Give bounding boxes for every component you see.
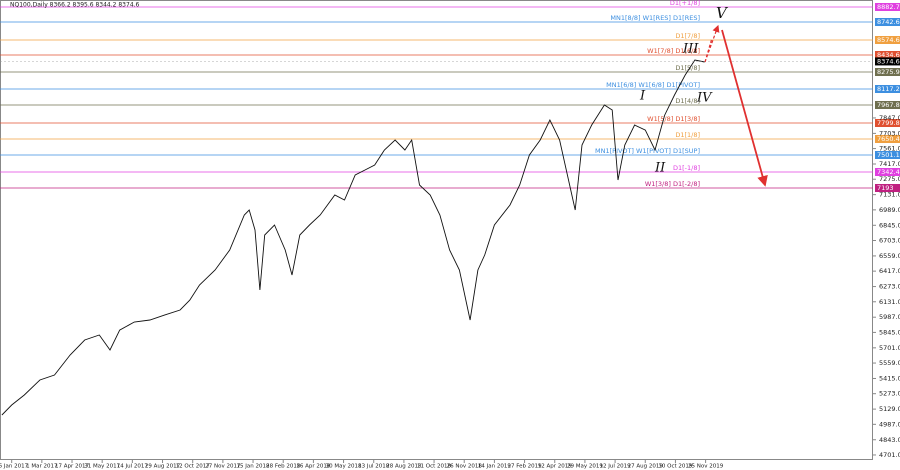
projection-arrow [721, 29, 768, 187]
price-box [875, 67, 900, 76]
x-tick-label: 27 Feb 2019 [507, 464, 542, 470]
x-tick-label: 11 Oct 2018 [417, 464, 452, 470]
x-tick-label: 12 Oct 2017 [176, 464, 211, 470]
x-tick-label: 16 Jan 2017 [0, 464, 29, 470]
price-box-label: 7799.8 [877, 119, 900, 127]
x-tick-label: 10 Oct 2019 [658, 464, 693, 470]
price-box [875, 119, 900, 128]
level-label: MN1[8/8] W1[RES] D1[RES] [610, 14, 700, 22]
price-box [875, 18, 900, 27]
price-box [875, 50, 900, 59]
y-tick-label: 6703.0 [879, 236, 900, 244]
y-tick-label: 5845.0 [879, 328, 900, 336]
y-tick-label: 6131.0 [879, 298, 900, 306]
x-tick-label: 29 Aug 2017 [145, 464, 181, 470]
y-tick-label: 5415.0 [879, 374, 900, 382]
wave-label: V [716, 4, 729, 22]
y-tick-label: 6845.0 [879, 221, 900, 229]
x-tick-label: 13 Jul 2018 [358, 464, 390, 470]
level-label: D1[7/8] [675, 32, 700, 40]
x-tick-label: 15 Jan 2018 [237, 464, 270, 470]
x-tick-label: 27 Aug 2019 [628, 464, 664, 470]
axes: 7847.0 7703.0 7561.0 7417.0 7275.0 7131.0 6989… [0, 57, 900, 470]
y-tick-label: 4701.0 [879, 451, 900, 459]
y-tick-label: 5701.0 [879, 344, 900, 352]
level-label: MN1[PIVOT] W1[PIVOT] D1[SUP] [595, 147, 700, 155]
wave-label: I [639, 89, 646, 104]
x-tick-label: 12 Jul 2019 [600, 464, 632, 470]
x-tick-label: 28 Feb 2018 [266, 464, 301, 470]
price-box [875, 135, 900, 144]
plot-frame [0, 0, 873, 460]
x-tick-label: 1 Mar 2017 [26, 464, 58, 470]
price-box [875, 151, 900, 160]
y-tick-label: 7847.0 [879, 114, 900, 122]
price-box [875, 184, 900, 193]
y-tick-label: 5129.0 [879, 405, 900, 413]
x-tick-label: 14 Jan 2019 [478, 464, 511, 470]
level-label: D1[4/8] [675, 97, 700, 105]
price-box [875, 85, 900, 94]
price-box-label: 7193 [877, 184, 894, 192]
price-box [875, 36, 900, 45]
y-tick-label: 4987.0 [879, 420, 900, 428]
x-tick-label: 28 Aug 2018 [386, 464, 422, 470]
x-tick-label: 31 May 2017 [84, 464, 120, 470]
y-tick-label: 7417.0 [879, 160, 900, 168]
price-box-label: 8574.6 [877, 36, 900, 44]
x-tick-label: 26 Nov 2018 [447, 464, 483, 470]
price-box-label: 8742.6 [877, 18, 900, 26]
y-tick-label: 5273.0 [879, 390, 900, 398]
level-label: W1[5/8] D1[3/8] [647, 115, 700, 123]
y-tick-label: 7703.0 [879, 129, 900, 137]
y-tick-label: 6273.0 [879, 283, 900, 291]
price-box-label: 8882.7 [877, 3, 900, 11]
price-box-label: 7342.4 [877, 168, 900, 176]
price-line-layer [1, 59, 705, 416]
price-line [1, 59, 705, 416]
level-label: D1[-1/8] [673, 164, 700, 172]
y-tick-label: 7131.0 [879, 191, 900, 199]
level-label: D1[+1/8] [670, 0, 700, 7]
x-tick-label: 12 Apr 2019 [538, 464, 573, 470]
price-box-label: 7967.8 [877, 101, 900, 109]
y-tick-label: 5987.0 [879, 313, 900, 321]
price-box-label: 8117.2 [877, 85, 900, 93]
y-tick-label: 6417.0 [879, 267, 900, 275]
x-tick-label: 30 May 2018 [326, 464, 362, 470]
y-tick-label: 7561.0 [879, 145, 900, 153]
level-label: D1[5/8] [675, 64, 700, 72]
price-box [875, 168, 900, 177]
level-label: W1[3/8] D1[-2/8] [645, 180, 700, 188]
wave-label: IV [696, 91, 713, 106]
x-tick-label: 27 Nov 2017 [205, 464, 241, 470]
price-box-label: 7501.1 [877, 151, 900, 159]
projection-arrow [704, 26, 718, 63]
x-tick-label: 17 Apr 2017 [55, 464, 90, 470]
y-tick-label: 5559.0 [879, 359, 900, 367]
level-label: MN1[6/8] W1[6/8] D1[PIVOT] [606, 81, 700, 89]
last-price-box [875, 57, 900, 66]
level-label: W1[7/8] D1[6/8] [647, 47, 700, 55]
wave-label: II [654, 161, 666, 176]
x-tick-label: 14 Jul 2017 [117, 464, 149, 470]
x-tick-label: 16 Apr 2018 [296, 464, 331, 470]
level-label: D1[1/8] [675, 131, 700, 139]
y-tick-label: 6989.0 [879, 206, 900, 214]
y-tick-label: 6559.0 [879, 252, 900, 260]
wave-label: III [682, 42, 699, 57]
x-tick-label: 29 May 2019 [567, 464, 603, 470]
y-tick-label: 4843.0 [879, 436, 900, 444]
x-tick-label: 25 Nov 2019 [688, 464, 724, 470]
price-box [875, 2, 900, 11]
levels: D1[+1/8] 8882.7 MN1[8/8] W1[RES] D1[RES] 87… [0, 0, 900, 193]
price-box-label: 8275.9 [877, 68, 900, 76]
price-box [875, 101, 900, 110]
last-price-label: 8374.6 [877, 57, 900, 65]
price-box-label: 8434.6 [877, 51, 900, 59]
price-box-label: 7650.4 [877, 135, 900, 143]
y-tick-label: 7275.0 [879, 175, 900, 183]
chart-title: NQ100,Daily 8366.2 8395.6 8344.2 8374.6 [10, 2, 140, 9]
